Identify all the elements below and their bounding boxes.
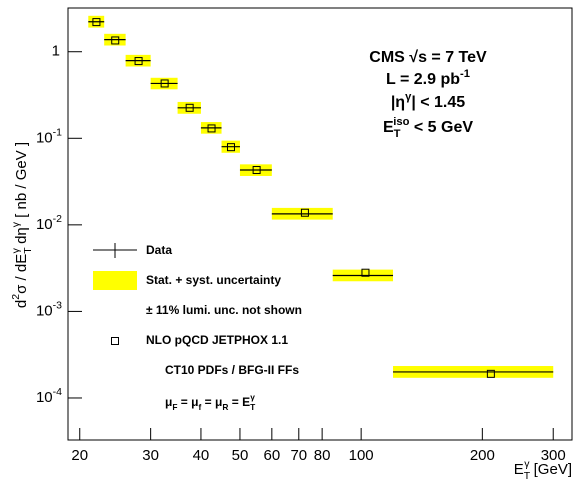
nlo-point [92,18,101,27]
annotation-part: T [394,128,401,140]
x-axis-label: ETγ [GeV] [514,458,572,482]
nlo-point [252,166,261,175]
x-label-part: γ [524,458,530,470]
y-tick-label: 10-2 [36,213,62,233]
x-tick-label: 60 [263,447,280,464]
annotation-part: -1 [460,68,470,80]
nlo-point [134,57,143,66]
annotation: L = 2.9 pb-1 [386,68,470,88]
x-label-part: [GeV] [529,461,572,478]
annotation-part: < 5 GeV [409,119,473,136]
y-label-part: [ nb / GeV ] [13,142,30,222]
y-tick-label: 10-1 [36,126,62,146]
nlo-point [207,124,216,133]
y-tick-base: 10 [36,129,53,146]
nlo-point [300,208,309,217]
y-label-part: γ [10,247,22,253]
y-tick-label: 10-4 [36,386,62,406]
annotation-part: | < 1.45 [411,94,465,111]
annotation-part: iso [393,116,409,128]
plot-frame [67,7,573,441]
y-label-part: d [13,300,30,308]
note-part: T [250,402,256,412]
legend-band-symbol [93,271,137,290]
legend-note: ± 11% lumi. unc. not shown [146,303,302,317]
x-tick-label: 20 [71,447,88,464]
x-tick-label: 80 [314,447,331,464]
x-tick-label: 50 [232,447,249,464]
x-tick-label: 300 [541,447,566,464]
nlo-point [185,103,194,112]
y-label-part: dη [13,227,30,248]
annotation-part: E [383,119,394,136]
x-label-part: E [514,461,524,478]
note-part: = E [228,395,250,409]
y-axis-label: d2σ / dETγ dηγ [ nb / GeV ] [10,142,34,308]
annotation-part: γ [405,91,412,103]
legend-nlo-symbol [111,337,119,345]
note-part: f [199,402,202,412]
x-tick-label: 40 [193,447,210,464]
legend-label: NLO pQCD JETPHOX 1.1 [146,333,288,347]
nlo-point [486,369,495,378]
note-part: = μ [177,395,198,409]
legend-note: μF = μf = μR = ETγ [165,392,256,412]
y-label-part: σ / dE [13,254,30,294]
annotation-part: |η [391,94,405,111]
x-label-part: T [524,470,531,482]
nlo-point [361,268,370,277]
annotation: ETiso < 5 GeV [383,116,473,140]
data-layer [88,15,554,378]
annotation-part: L = 2.9 pb [386,71,460,88]
x-tick-label: 200 [470,447,495,464]
y-label-part: γ [10,221,22,227]
note-part: F [172,402,177,412]
x-tick-label: 100 [349,447,374,464]
legend-label: Stat. + syst. uncertainty [146,273,281,287]
annotation: CMS √s = 7 TeV [369,49,487,66]
nlo-point [160,79,169,88]
y-tick-base: 10 [36,389,53,406]
x-tick-label: 30 [142,447,159,464]
note-part: μ [165,395,172,409]
y-label-part: 2 [10,294,22,300]
annotation: |ηγ| < 1.45 [391,91,465,111]
note-part: R [222,402,228,412]
nlo-point [226,143,235,152]
y-tick-base: 10 [36,216,53,233]
y-tick-exponent: -2 [53,213,62,225]
y-tick-label: 1 [52,43,60,60]
legend-label: Data [146,243,172,257]
y-label-part: T [22,247,34,254]
y-tick-exponent: -3 [53,299,62,311]
note-part: γ [250,392,255,402]
nlo-point [111,36,120,45]
legend-note: CT10 PDFs / BFG-II FFs [165,363,299,377]
y-tick-base: 10 [36,302,53,319]
y-tick-label: 10-3 [36,299,62,319]
y-tick-exponent: -4 [53,386,62,398]
note-part: = μ [201,395,222,409]
x-tick-label: 70 [290,447,307,464]
y-tick-exponent: -1 [53,126,62,138]
